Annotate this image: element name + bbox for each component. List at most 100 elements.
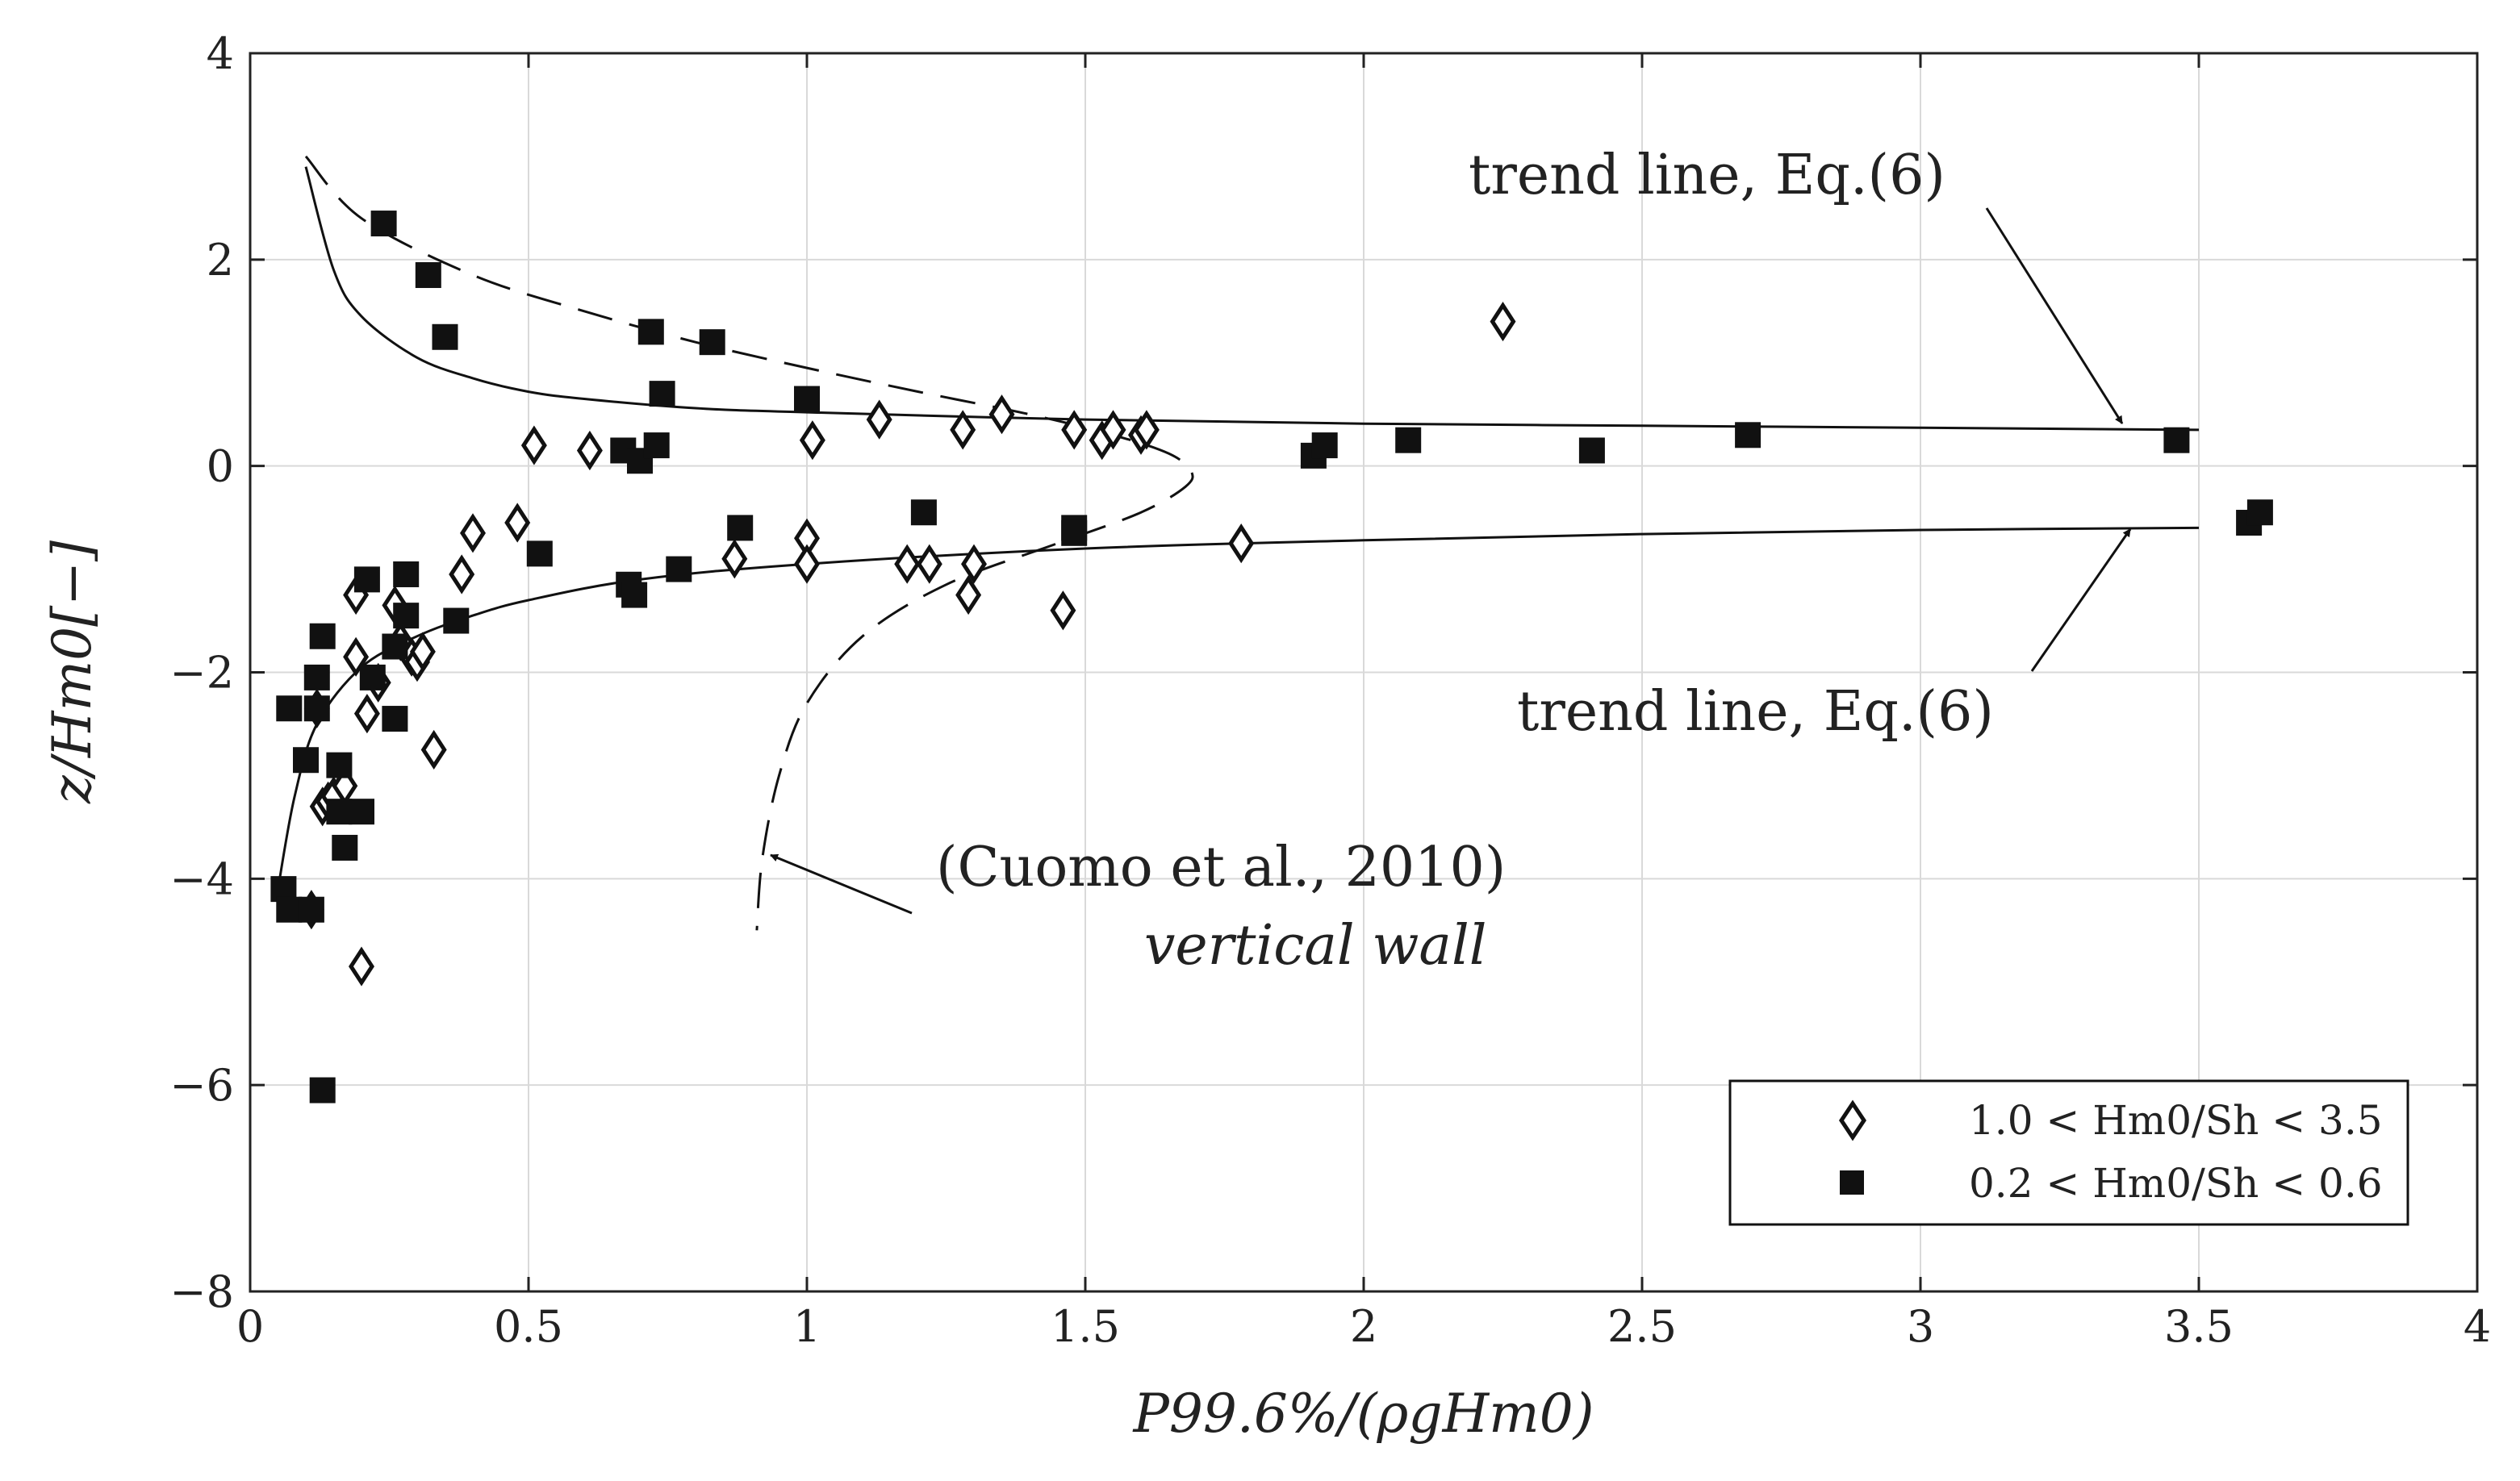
diamond-point (955, 574, 982, 615)
y-tick-label: −2 (169, 648, 234, 699)
legend-box (1728, 1079, 2409, 1226)
square-point (2163, 427, 2190, 453)
square-point (1061, 519, 1088, 546)
cuomo-label: (Cuomo et al., 2010) (936, 836, 1506, 899)
square-point (699, 329, 725, 356)
square-point (382, 633, 408, 660)
upper-trend-label: trend line, Eq.(6) (1469, 144, 1945, 207)
square-point (415, 262, 441, 289)
diamond-point (916, 544, 942, 584)
x-tick-label: 0.5 (494, 1301, 563, 1352)
square-point (526, 540, 553, 567)
square-point (432, 323, 458, 350)
cuomo-curve (304, 155, 1194, 931)
x-axis-label: P99.6%/(ρgHm0) (1133, 1383, 1594, 1445)
diamond-point (449, 554, 475, 594)
x-tick-label: 3.5 (2164, 1301, 2234, 1352)
square-point (643, 432, 670, 459)
square-point (393, 561, 420, 587)
diamond-point (894, 544, 921, 584)
x-tick-label: 2 (1350, 1301, 1377, 1352)
legend: 1.0 < Hm0/Sh < 3.5 0.2 < Hm0/Sh < 0.6 (1728, 1079, 2409, 1226)
square-point (2246, 499, 2273, 526)
square-point (1578, 437, 1605, 464)
square-point (309, 623, 336, 649)
diamond-point (1228, 524, 1255, 564)
square-point (1735, 422, 1761, 448)
cuomo-sublabel: vertical wall (1144, 914, 1486, 978)
x-tick-label: 1.5 (1051, 1301, 1120, 1352)
square-point (276, 695, 303, 722)
diamond-point (353, 694, 380, 734)
square-point (393, 603, 420, 629)
square-point (794, 386, 820, 412)
y-tick-label: −4 (169, 853, 234, 904)
square-point (303, 695, 330, 722)
square-point (443, 607, 470, 634)
diamond-point (520, 425, 547, 465)
square-point (910, 499, 937, 526)
square-point (359, 664, 386, 690)
grid-lines (250, 53, 2477, 1291)
square-point (370, 211, 397, 237)
square-point (332, 834, 358, 861)
y-tick-label: 2 (207, 235, 234, 286)
diamond-point (409, 632, 436, 672)
square-point (326, 752, 353, 778)
x-tick-label: 2.5 (1607, 1301, 1677, 1352)
diamond-point (961, 544, 987, 584)
y-tick-label: 4 (207, 28, 234, 79)
diamond-point (721, 539, 748, 579)
square-point (293, 747, 319, 774)
upper-trend-arrow (1985, 207, 2124, 424)
square-point (309, 1077, 336, 1103)
diamond-point (1061, 410, 1088, 450)
y-axis-label: z/Hm0[−] (41, 540, 103, 804)
square-point (298, 896, 324, 923)
legend-square-icon (1840, 1170, 1864, 1195)
square-point (1395, 427, 1422, 453)
legend-label-diamond: 1.0 < Hm0/Sh < 3.5 (1969, 1097, 2383, 1144)
y-tick-label: −6 (169, 1060, 234, 1111)
x-tick-label: 1 (793, 1301, 821, 1352)
legend-diamond-icon (1838, 1099, 1867, 1141)
diamond-point (950, 410, 976, 450)
diamond-point (1490, 301, 1516, 342)
diamond-point (349, 946, 374, 987)
diamond-point (1100, 410, 1126, 450)
x-tick-label: 0 (236, 1301, 264, 1352)
lower-trend-label: trend line, Eq.(6) (1517, 680, 1994, 744)
cuomo-arrow (770, 853, 913, 915)
diamond-point (1050, 590, 1076, 631)
legend-label-square: 0.2 < Hm0/Sh < 0.6 (1969, 1160, 2383, 1207)
diamond-point (343, 636, 370, 677)
square-point (303, 664, 330, 690)
diamond-point (420, 729, 447, 770)
square-point (666, 556, 692, 582)
square-point (621, 582, 648, 608)
square-point (353, 566, 380, 593)
square-point (349, 799, 374, 825)
diamond-point (576, 430, 603, 471)
diamond-point (1133, 410, 1160, 450)
diamond-point (799, 420, 825, 461)
x-tick-label: 3 (1907, 1301, 1934, 1352)
square-point (727, 515, 754, 541)
square-point (1311, 432, 1338, 459)
square-point (649, 381, 675, 407)
y-tick-label: 0 (207, 441, 234, 492)
y-tick-label: −8 (169, 1266, 234, 1317)
square-point (326, 799, 353, 825)
axis-ticks (249, 52, 2479, 1293)
diamond-point (988, 394, 1015, 435)
tick-labels: 0 0.5 1 1.5 2 2.5 3 3.5 4 −8 −6 −4 −2 0 2 4 (169, 28, 2491, 1352)
diamond-point (460, 513, 486, 553)
square-point (382, 706, 408, 732)
square-point (276, 896, 303, 923)
diamond-point (504, 503, 531, 543)
x-tick-label: 4 (2464, 1301, 2491, 1352)
diamond-point (794, 544, 820, 584)
diamond-point (866, 399, 892, 440)
data-markers (270, 211, 2273, 1103)
